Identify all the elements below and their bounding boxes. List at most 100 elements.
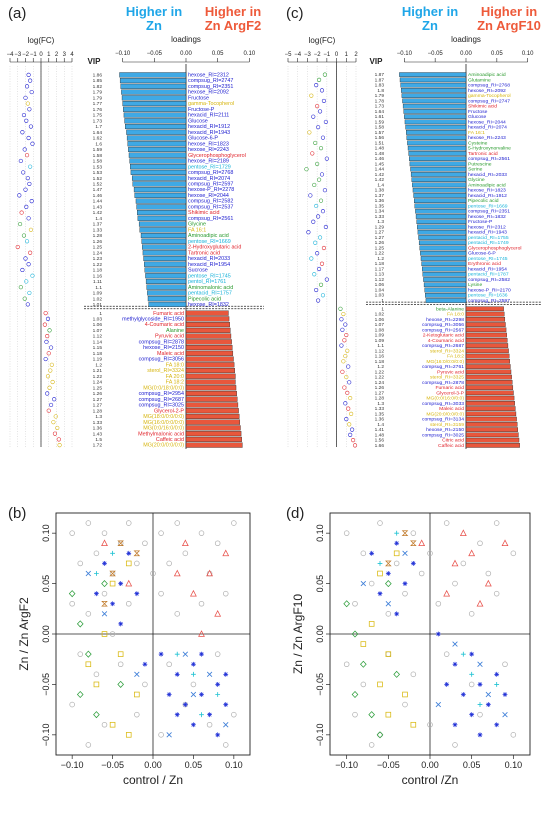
scatter-point — [368, 621, 375, 627]
vip-value: 1.79 — [93, 95, 103, 101]
scatter-point — [460, 560, 467, 567]
vip-value: 1.82 — [93, 84, 103, 90]
logfc-point — [318, 198, 324, 203]
vip-value: 1.19 — [93, 357, 103, 363]
logfc-tick-label: 4 — [70, 52, 74, 58]
loading-bar — [146, 284, 187, 290]
logfc-point — [20, 130, 25, 135]
scatter-point — [166, 661, 172, 668]
vip-value: 1.27 — [375, 390, 385, 396]
logfc-point — [350, 427, 355, 432]
metabolite-label: hexacid_RI=1954 — [188, 262, 230, 268]
scatter-point — [231, 520, 237, 526]
scatter-point — [393, 670, 400, 678]
loading-bar — [185, 419, 241, 425]
scatter-point — [502, 661, 508, 668]
logfc-tick-label: 2 — [354, 52, 358, 58]
metabolite-label: compsug_RI=2351 — [468, 209, 510, 215]
metabolite-label: 5-Hydroxynorvaline — [468, 146, 511, 152]
scatter-point — [206, 671, 213, 678]
loading-bar — [421, 261, 467, 267]
scatter-point — [452, 580, 458, 587]
logfc-point — [323, 224, 328, 230]
loading-bar — [465, 316, 506, 322]
logfc-point — [28, 227, 33, 232]
vip-value: 1 — [99, 311, 102, 317]
logfc-point — [309, 93, 314, 98]
scatter-point — [222, 590, 229, 597]
logfc-point — [314, 287, 319, 293]
loading-bar — [135, 198, 187, 204]
scatter-point — [174, 651, 180, 657]
loading-bar — [185, 362, 235, 368]
header-higher-right: Higher in — [481, 4, 537, 19]
logfc-point — [345, 348, 350, 353]
scatter-point — [452, 661, 458, 667]
x-tick-label: −0.10 — [61, 760, 84, 770]
scatter-point — [484, 579, 492, 587]
loading-bar — [399, 72, 467, 77]
loading-bar — [417, 229, 467, 235]
vip-value: 1.76 — [93, 107, 103, 113]
scatter-point — [85, 742, 92, 748]
scatter-point — [117, 540, 124, 547]
scatter-point — [134, 711, 140, 718]
metabolite-label: compsug_RI=2768 — [188, 170, 233, 176]
logfc-point — [317, 77, 322, 82]
scatter-point — [109, 721, 116, 728]
metabolite-label: Erythronic acid — [468, 261, 501, 267]
scatter-point — [410, 540, 417, 547]
vip-value: 1.18 — [93, 268, 103, 274]
y-tick-label: −0.05 — [41, 673, 51, 696]
vip-value: 1.44 — [375, 167, 385, 173]
loading-bar — [415, 214, 467, 219]
logfc-tick-label: −4 — [7, 52, 15, 58]
vip-value: 1.45 — [375, 161, 385, 167]
scatter-point — [174, 671, 180, 677]
scatter-point — [360, 580, 367, 587]
scatter-point — [493, 590, 500, 597]
loading-bar — [133, 187, 187, 193]
metabolite-label: Aminoadipic acid — [468, 72, 506, 78]
metabolite-label: Glycerol-3-P — [436, 390, 464, 396]
logfc-point — [49, 402, 54, 408]
loading-bar — [407, 145, 467, 151]
y-tick-label: −0.10 — [41, 723, 51, 746]
logfc-point — [344, 417, 349, 422]
logfc-point — [45, 334, 50, 339]
scatter-point — [352, 600, 358, 607]
x-tick-label: 0.00 — [144, 760, 162, 770]
logfc-point — [28, 124, 33, 129]
vip-value: 1.06 — [375, 317, 385, 323]
metabolite-label: Glucose-6-P — [188, 136, 218, 142]
vip-value: 1.79 — [375, 93, 385, 99]
vip-value: 1.61 — [375, 114, 385, 120]
loading-bar — [185, 442, 243, 448]
scatter-point — [360, 660, 367, 668]
loading-bar — [185, 390, 237, 397]
logfc-point — [306, 230, 311, 235]
metabolite-label: Citric acid — [442, 438, 464, 444]
loading-bar — [400, 82, 467, 88]
vip-value: 1.58 — [93, 153, 103, 159]
scatter-point — [85, 520, 92, 526]
scatter-point — [394, 611, 400, 617]
metabolite-label: Lysine — [468, 282, 482, 288]
scatter-point — [385, 651, 392, 657]
metabolite-label: Pyruvic acid — [437, 369, 464, 375]
logfc-axis-title: log(FC) — [28, 36, 55, 45]
metabolite-label: Methylmalonic acid — [138, 431, 184, 437]
metabolite-label: Glycerophosphoglycerol — [188, 153, 246, 159]
x-tick-label: 0.05 — [185, 760, 203, 770]
loading-bar — [185, 379, 236, 385]
vip-value: 1.23 — [93, 256, 103, 262]
loading-bar — [465, 353, 510, 359]
metabolite-label: compsug_RI=3025 — [422, 432, 464, 438]
scatter-point — [189, 589, 197, 597]
scatter-point — [77, 651, 84, 657]
vip-value: 1.43 — [93, 204, 103, 210]
metabolite-label: FA 18:2 — [166, 380, 184, 386]
loading-bar — [185, 425, 241, 431]
logfc-point — [49, 362, 54, 367]
scatter-point — [223, 722, 229, 728]
